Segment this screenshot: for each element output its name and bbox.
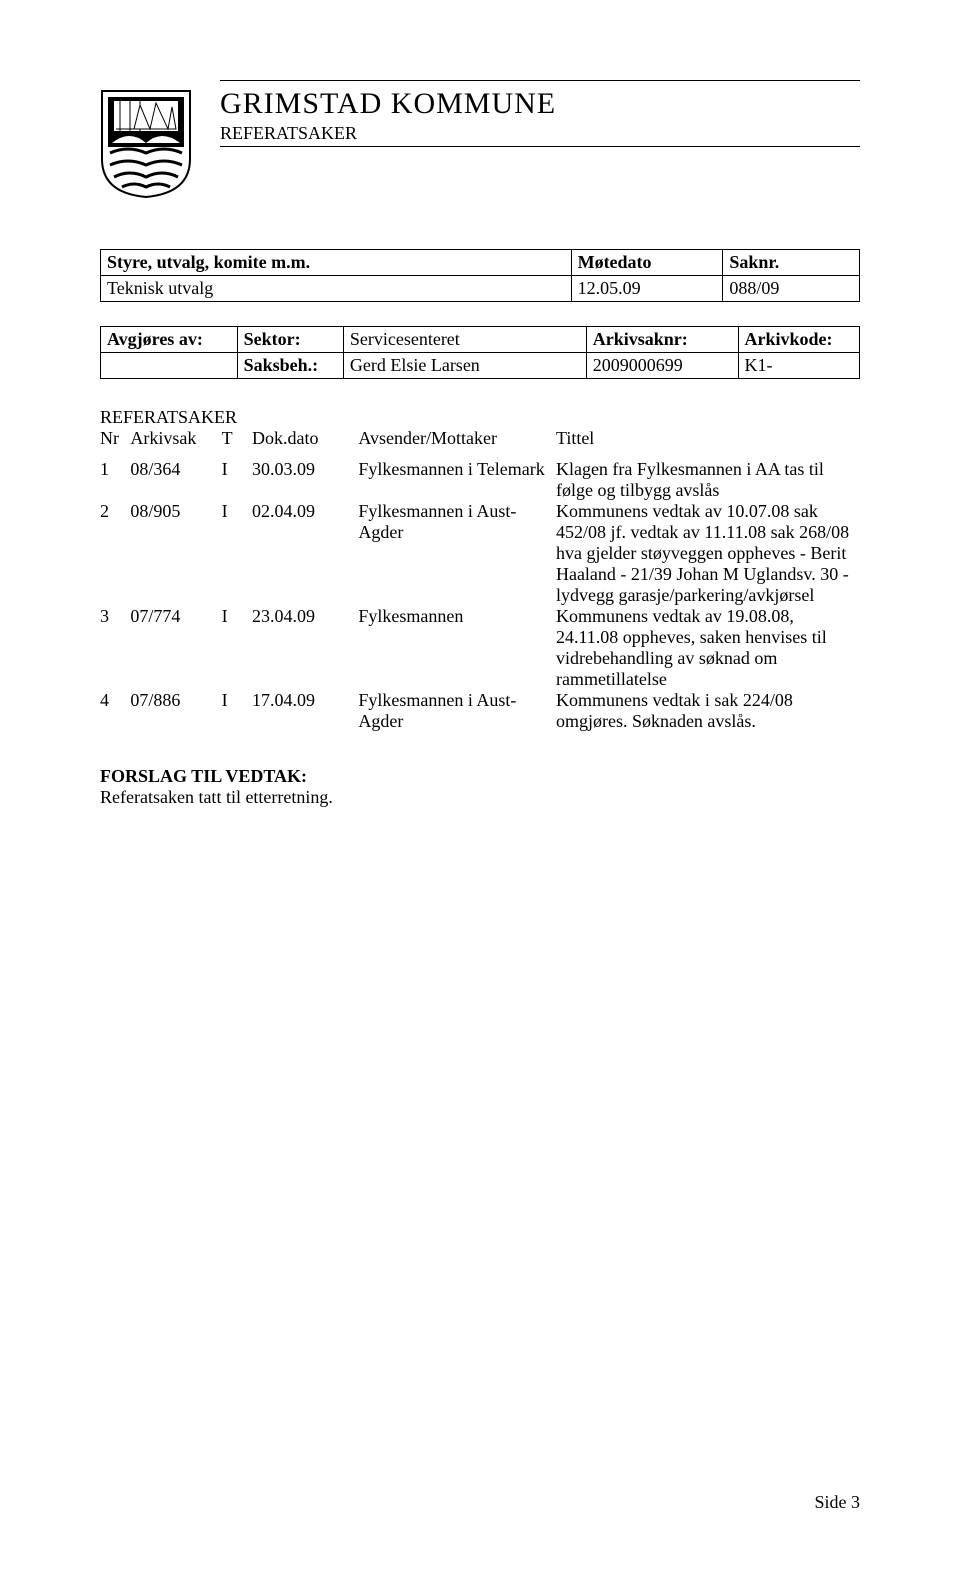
cell-value: Gerd Elsie Larsen	[343, 353, 586, 379]
col-header: Nr	[100, 428, 130, 459]
table-row: Saksbeh.: Gerd Elsie Larsen 2009000699 K…	[101, 353, 860, 379]
table-row: Styre, utvalg, komite m.m. Møtedato Sakn…	[101, 250, 860, 276]
cell-value: I	[222, 690, 252, 732]
cell-value: 07/886	[130, 690, 221, 732]
case-meta-table: Avgjøres av: Sektor: Servicesenteret Ark…	[100, 326, 860, 379]
col-header: Arkivsak	[130, 428, 221, 459]
cell-value: 30.03.09	[252, 459, 358, 501]
col-header: Dok.dato	[252, 428, 358, 459]
ref-heading: REFERATSAKER	[100, 407, 860, 428]
cell-label: Møtedato	[571, 250, 723, 276]
cell-value: Fylkesmannen i Aust-Agder	[358, 501, 556, 606]
cell-value: 08/364	[130, 459, 221, 501]
page: GRIMSTAD KOMMUNE REFERATSAKER Styre, utv…	[0, 0, 960, 1569]
cell-value: 08/905	[130, 501, 221, 606]
cell-value: Kommunens vedtak i sak 224/08 omgjøres. …	[556, 690, 860, 732]
cell-value: 2009000699	[586, 353, 738, 379]
table-row: Teknisk utvalg 12.05.09 088/09	[101, 276, 860, 302]
cell-label: Sektor:	[237, 327, 343, 353]
cell-label: Saknr.	[723, 250, 860, 276]
cell-value: I	[222, 606, 252, 690]
cell-value: K1-	[738, 353, 859, 379]
cell-value: Teknisk utvalg	[101, 276, 572, 302]
proposal-heading: FORSLAG TIL VEDTAK:	[100, 766, 860, 787]
cell-value: 4	[100, 690, 130, 732]
col-header: Tittel	[556, 428, 860, 459]
cell-value: Fylkesmannen i Aust-Agder	[358, 690, 556, 732]
header-text: GRIMSTAD KOMMUNE REFERATSAKER	[200, 85, 860, 147]
cell-value: 17.04.09	[252, 690, 358, 732]
cell-label: Arkivsaknr:	[586, 327, 738, 353]
cell-value: 12.05.09	[571, 276, 723, 302]
committee-table: Styre, utvalg, komite m.m. Møtedato Sakn…	[100, 249, 860, 302]
header: GRIMSTAD KOMMUNE REFERATSAKER	[100, 85, 860, 199]
cell-value: I	[222, 459, 252, 501]
cell-value: Fylkesmannen	[358, 606, 556, 690]
header-rule-bottom	[220, 146, 860, 147]
col-header: Avsender/Mottaker	[358, 428, 556, 459]
cell-value: Servicesenteret	[343, 327, 586, 353]
cell-value: I	[222, 501, 252, 606]
proposal-text: Referatsaken tatt til etterretning.	[100, 787, 860, 808]
municipal-crest-icon	[100, 85, 200, 199]
cell-label: Styre, utvalg, komite m.m.	[101, 250, 572, 276]
cell-value: 2	[100, 501, 130, 606]
table-row: 208/905I02.04.09Fylkesmannen i Aust-Agde…	[100, 501, 860, 606]
cell-label: Arkivkode:	[738, 327, 859, 353]
cell-label: Avgjøres av:	[101, 327, 238, 353]
cell-value: Klagen fra Fylkesmannen i AA tas til føl…	[556, 459, 860, 501]
cell-value	[101, 353, 238, 379]
col-header: T	[222, 428, 252, 459]
table-row: Avgjøres av: Sektor: Servicesenteret Ark…	[101, 327, 860, 353]
cell-value: 02.04.09	[252, 501, 358, 606]
page-number: Side 3	[814, 1492, 860, 1513]
cell-value: 1	[100, 459, 130, 501]
proposal-block: FORSLAG TIL VEDTAK: Referatsaken tatt ti…	[100, 766, 860, 808]
header-rule-top	[220, 80, 860, 81]
org-title: GRIMSTAD KOMMUNE	[220, 85, 860, 121]
items-table: Nr Arkivsak T Dok.dato Avsender/Mottaker…	[100, 428, 860, 732]
cell-value: 088/09	[723, 276, 860, 302]
table-row: 108/364I30.03.09Fylkesmannen i TelemarkK…	[100, 459, 860, 501]
cell-value: Kommunens vedtak av 10.07.08 sak 452/08 …	[556, 501, 860, 606]
cell-label: Saksbeh.:	[237, 353, 343, 379]
doc-type: REFERATSAKER	[220, 123, 860, 144]
cell-value: Fylkesmannen i Telemark	[358, 459, 556, 501]
cell-value: 07/774	[130, 606, 221, 690]
cell-value: 23.04.09	[252, 606, 358, 690]
cell-value: 3	[100, 606, 130, 690]
cell-value: Kommunens vedtak av 19.08.08, 24.11.08 o…	[556, 606, 860, 690]
table-row: 407/886I17.04.09Fylkesmannen i Aust-Agde…	[100, 690, 860, 732]
table-header-row: Nr Arkivsak T Dok.dato Avsender/Mottaker…	[100, 428, 860, 459]
table-row: 307/774I23.04.09FylkesmannenKommunens ve…	[100, 606, 860, 690]
